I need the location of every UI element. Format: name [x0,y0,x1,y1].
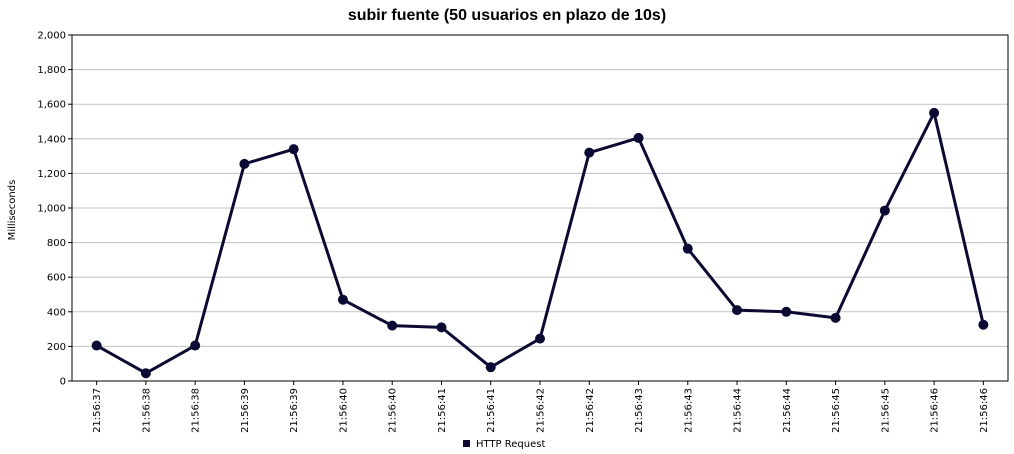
data-point [682,243,693,254]
x-tick-label: 21:56:43 [683,388,694,433]
y-tick-label: 0 [60,377,66,388]
y-axis-label: Milliseconds [7,180,18,241]
x-tick-label: 21:56:40 [338,388,349,433]
chart-title: subir fuente (50 usuarios en plazo de 10… [348,7,666,24]
series-http-request [91,107,989,379]
x-tick-label: 21:56:38 [191,388,202,433]
data-point [485,362,496,373]
data-point [879,205,890,216]
data-point [633,132,644,143]
data-point [436,322,447,333]
y-tick-label: 600 [47,273,66,284]
x-tick-label: 21:56:38 [141,388,152,433]
legend: HTTP Request [463,439,545,450]
y-axis-ticks: 0 200 400 600 800 1,000 1,200 1,400 1,600 1,800 2,… [37,31,72,388]
x-tick-label: 21:56:45 [831,388,842,433]
data-point [929,107,940,118]
x-tick-label: 21:56:44 [782,388,793,433]
data-point [337,294,348,305]
data-point [387,320,398,331]
data-point [978,319,989,330]
y-tick-label: 800 [47,238,66,249]
x-tick-label: 21:56:41 [486,388,497,433]
data-point [91,340,102,351]
data-point [584,147,595,158]
data-point [288,144,299,155]
x-tick-label: 21:56:41 [437,388,448,433]
x-tick-label: 21:56:43 [634,388,645,433]
x-tick-label: 21:56:40 [388,388,399,433]
x-tick-label: 21:56:37 [92,388,103,433]
y-tick-label: 2,000 [37,31,66,42]
y-tick-label: 200 [47,342,66,353]
x-tick-label: 21:56:39 [240,388,251,433]
y-tick-label: 1,000 [37,204,66,215]
x-tick-label: 21:56:39 [289,388,300,433]
data-point [239,158,250,169]
x-tick-label: 21:56:42 [536,388,547,433]
x-tick-label: 21:56:46 [930,388,941,433]
x-axis-ticks: 21:56:37 21:56:38 21:56:38 21:56:39 21:56:39… [92,381,990,433]
x-tick-label: 21:56:42 [585,388,596,433]
y-tick-label: 1,800 [37,65,66,76]
data-point [732,305,743,316]
y-tick-label: 400 [47,307,66,318]
data-point [140,368,151,379]
legend-label-http-request: HTTP Request [476,439,545,450]
x-tick-label: 21:56:45 [880,388,891,433]
data-point [830,312,841,323]
y-tick-label: 1,200 [37,169,66,180]
y-tick-label: 1,600 [37,100,66,111]
data-point [781,306,792,317]
data-point [535,333,545,344]
legend-swatch [463,440,470,447]
x-tick-label: 21:56:46 [979,388,990,433]
data-point [190,340,201,351]
gridlines [72,69,1008,347]
y-tick-label: 1,400 [37,134,66,145]
x-tick-label: 21:56:44 [733,388,744,433]
